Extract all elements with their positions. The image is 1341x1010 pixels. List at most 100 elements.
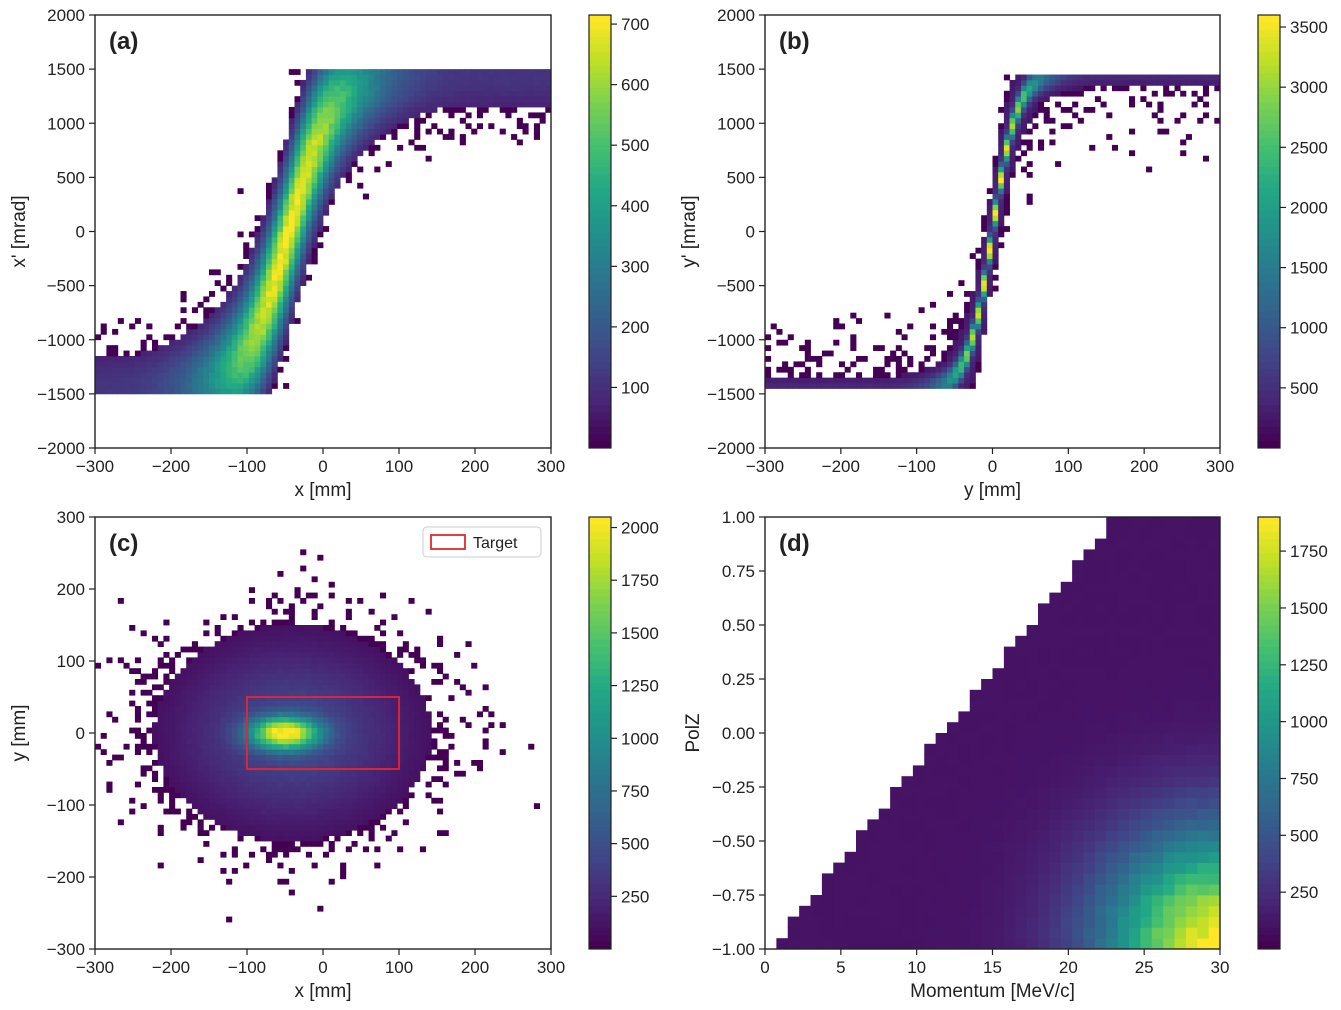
heatmap-cell <box>317 706 324 712</box>
heatmap-cell <box>260 797 267 804</box>
heatmap-cell <box>266 738 273 745</box>
heatmap-cell <box>214 630 221 637</box>
heatmap-cell <box>907 323 914 330</box>
heatmap-cell <box>437 635 444 642</box>
heatmap-cell <box>311 743 318 750</box>
heatmap-cell <box>1026 711 1039 723</box>
heatmap-cell <box>305 107 312 113</box>
heatmap-cell <box>454 85 461 92</box>
heatmap-cell <box>907 372 914 379</box>
heatmap-cell <box>414 706 421 712</box>
heatmap-cell <box>1009 107 1016 113</box>
heatmap-cell <box>397 765 404 772</box>
heatmap-cell <box>300 706 307 712</box>
heatmap-cell <box>414 716 421 723</box>
heatmap-cell <box>283 608 290 615</box>
heatmap-cell <box>1174 797 1187 809</box>
heatmap-cell <box>294 204 301 211</box>
heatmap-cell <box>1003 182 1010 189</box>
heatmap-cell <box>180 296 187 303</box>
heatmap-cell <box>323 79 330 86</box>
heatmap-cell <box>237 296 244 303</box>
heatmap-cell <box>947 350 954 357</box>
heatmap-cell <box>362 695 369 701</box>
heatmap-cell <box>482 107 489 113</box>
heatmap-cell <box>260 824 267 831</box>
heatmap-cell <box>186 700 193 707</box>
heatmap-cell <box>397 630 404 637</box>
heatmap-cell <box>345 749 352 755</box>
heatmap-cell <box>397 760 404 766</box>
heatmap-cell <box>317 177 324 184</box>
heatmap-cell <box>1140 873 1153 885</box>
heatmap-cell <box>328 177 335 184</box>
heatmap-cell <box>1094 873 1107 885</box>
heatmap-cell <box>844 884 857 896</box>
heatmap-cell <box>1015 862 1028 874</box>
heatmap-cell <box>1015 776 1028 788</box>
heatmap-cell <box>305 657 312 664</box>
heatmap-cell <box>1003 808 1016 820</box>
heatmap-cell <box>362 824 369 831</box>
heatmap-cell <box>248 280 255 287</box>
heatmap-cell <box>1015 905 1028 917</box>
heatmap-cell <box>765 334 772 341</box>
heatmap-cell <box>357 819 364 826</box>
heatmap-cell <box>992 253 999 259</box>
heatmap-cell <box>1174 560 1187 572</box>
heatmap-cell <box>1123 74 1130 81</box>
heatmap-cell <box>380 112 387 119</box>
panel-label: (c) <box>109 530 138 557</box>
heatmap-cell <box>248 641 255 647</box>
heatmap-cell <box>901 841 914 853</box>
heatmap-cell <box>454 69 461 75</box>
heatmap-cell <box>992 155 999 162</box>
heatmap-cell <box>385 662 392 669</box>
heatmap-cell <box>1151 884 1164 896</box>
heatmap-cell <box>776 383 783 389</box>
heatmap-cell <box>294 727 301 734</box>
heatmap-cell <box>385 808 392 815</box>
heatmap-cell <box>283 312 290 319</box>
heatmap-cell <box>220 307 227 314</box>
heatmap-cell <box>765 366 772 373</box>
heatmap-cell <box>271 770 278 777</box>
heatmap-cell <box>998 242 1005 249</box>
heatmap-cell <box>1129 96 1136 102</box>
heatmap-cell <box>1163 787 1175 799</box>
heatmap-cell <box>277 657 284 664</box>
heatmap-cell <box>283 824 290 831</box>
heatmap-cell <box>311 107 318 113</box>
heatmap-cell <box>174 770 181 777</box>
heatmap-cell <box>1117 819 1130 831</box>
heatmap-cell <box>895 366 902 373</box>
heatmap-cell <box>294 171 301 178</box>
heatmap-cell <box>152 372 159 379</box>
heatmap-cell <box>357 808 364 815</box>
heatmap-cell <box>414 79 421 86</box>
heatmap-cell <box>385 787 392 793</box>
heatmap-cell <box>328 625 335 631</box>
heatmap-cell <box>1106 679 1119 691</box>
heatmap-cell <box>300 841 307 847</box>
colorbar-tick-label: 1000 <box>1290 319 1328 338</box>
heatmap-cell <box>448 107 455 113</box>
heatmap-cell <box>300 814 307 820</box>
heatmap-cell <box>374 733 381 739</box>
heatmap-cell <box>340 743 347 750</box>
heatmap-cell <box>1015 117 1022 124</box>
heatmap-cell <box>283 209 290 216</box>
heatmap-cell <box>231 296 238 303</box>
heatmap-cell <box>374 112 381 119</box>
heatmap-cell <box>157 824 164 831</box>
heatmap-cell <box>266 851 273 858</box>
heatmap-cell <box>334 695 341 701</box>
heatmap-cell <box>878 873 891 885</box>
heatmap-cell <box>357 716 364 723</box>
heatmap-cell <box>254 662 261 669</box>
heatmap-cell <box>334 662 341 669</box>
heatmap-cell <box>357 598 364 604</box>
heatmap-cell <box>163 770 170 777</box>
heatmap-cell <box>283 754 290 761</box>
heatmap-cell <box>152 361 159 368</box>
